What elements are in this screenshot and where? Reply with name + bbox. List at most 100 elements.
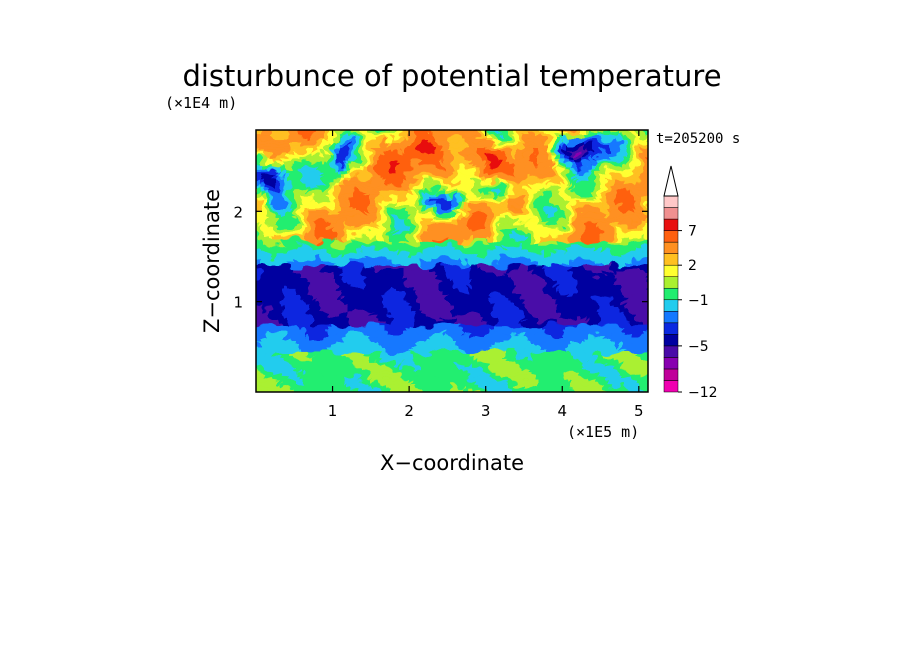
field-cell (492, 249, 497, 254)
field-cell (436, 264, 441, 270)
field-cell (348, 396, 353, 401)
field-cell (420, 348, 425, 353)
field-cell (344, 249, 349, 254)
field-cell (572, 268, 577, 274)
field-cell (588, 368, 593, 373)
field-cell (612, 261, 617, 266)
field-cell (536, 225, 541, 230)
field-cell (596, 368, 601, 373)
field-cell (344, 272, 349, 278)
field-cell (604, 300, 609, 306)
field-cell (400, 245, 405, 250)
field-cell (632, 245, 637, 250)
field-cell (524, 312, 529, 318)
field-cell (368, 368, 373, 373)
field-cell (556, 288, 561, 294)
time-label: t=205200 s (656, 131, 740, 147)
field-cell (536, 221, 541, 226)
field-cell (372, 272, 377, 278)
field-cell (368, 348, 373, 353)
field-cell (308, 328, 313, 334)
field-cell (272, 332, 277, 338)
field-cell (368, 360, 373, 365)
field-cell (468, 245, 473, 250)
field-cell (472, 209, 477, 214)
field-cell (644, 324, 648, 330)
field-cell (500, 356, 505, 361)
field-cell (616, 261, 621, 266)
field-cell (412, 225, 417, 230)
field-cell (564, 384, 569, 389)
field-cell (468, 213, 473, 218)
field-cell (584, 257, 589, 262)
field-cell (420, 268, 425, 274)
field-cell (412, 245, 417, 250)
field-cell (248, 384, 253, 389)
field-cell (272, 396, 277, 401)
field-cell (544, 332, 549, 338)
field-cell (352, 356, 357, 361)
field-cell (596, 296, 601, 302)
field-cell (360, 300, 365, 306)
field-cell (456, 253, 461, 258)
field-cell (284, 272, 289, 278)
field-cell (360, 376, 365, 381)
field-cell (320, 288, 325, 294)
field-cell (432, 380, 437, 385)
field-cell (332, 320, 337, 326)
field-cell (396, 344, 401, 349)
field-cell (620, 209, 625, 214)
field-cell (392, 225, 397, 230)
field-cell (272, 280, 277, 286)
field-cell (356, 217, 361, 222)
field-cell (312, 261, 317, 266)
field-cell (372, 276, 377, 282)
field-cell (340, 264, 345, 270)
field-cell (596, 328, 601, 334)
field-cell (332, 328, 337, 334)
field-cell (328, 272, 333, 278)
field-cell (548, 320, 553, 326)
field-cell (312, 253, 317, 258)
field-cell (624, 304, 629, 310)
field-cell (372, 257, 377, 262)
field-cell (440, 245, 445, 250)
field-cell (272, 221, 277, 226)
field-cell (260, 213, 265, 218)
field-cell (612, 376, 617, 381)
field-cell (368, 308, 373, 314)
field-cell (264, 300, 269, 306)
field-cell (588, 332, 593, 338)
field-cell (512, 340, 517, 345)
field-cell (444, 332, 449, 338)
field-cell (364, 316, 369, 322)
field-cell (448, 205, 453, 210)
field-cell (580, 356, 585, 361)
field-cell (448, 320, 453, 326)
field-cell (416, 280, 421, 286)
field-cell (336, 296, 341, 302)
field-cell (328, 280, 333, 286)
field-cell (532, 257, 537, 262)
field-cell (624, 300, 629, 306)
field-cell (604, 261, 609, 266)
field-cell (344, 332, 349, 338)
field-cell (540, 241, 545, 246)
field-cell (284, 233, 289, 238)
field-cell (580, 268, 585, 274)
field-cell (472, 352, 477, 357)
field-cell (260, 300, 265, 306)
field-cell (596, 257, 601, 262)
field-cell (572, 292, 577, 298)
field-cell (512, 364, 517, 369)
field-cell (484, 340, 489, 345)
field-cell (320, 253, 325, 258)
field-cell (536, 396, 541, 401)
field-cell (268, 284, 273, 290)
field-cell (644, 213, 648, 218)
field-cell (340, 312, 345, 318)
field-cell (636, 364, 641, 369)
field-cell (360, 205, 365, 210)
field-cell (592, 336, 597, 341)
field-cell (388, 332, 393, 338)
